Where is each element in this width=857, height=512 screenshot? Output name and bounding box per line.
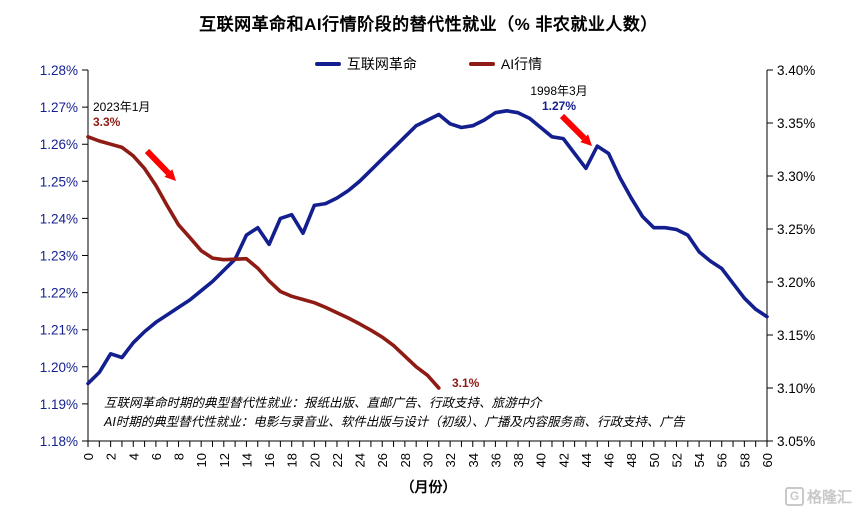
x-axis-title: （月份）	[400, 479, 457, 495]
x-axis-tick-label: 28	[398, 453, 413, 467]
right-axis-tick-label: 3.15%	[777, 328, 815, 343]
right-axis-tick-label: 3.40%	[777, 63, 815, 78]
right-axis-tick-label: 3.35%	[777, 116, 815, 131]
series-line-internet	[86, 109, 769, 386]
legend-item-internet: 互联网革命	[314, 54, 417, 74]
x-axis-tick-label: 56	[715, 453, 730, 467]
x-axis-tick-label: 54	[692, 453, 707, 467]
x-axis-tick-label: 8	[172, 453, 187, 460]
x-axis-tick-label: 0	[81, 453, 96, 460]
x-axis-tick-label: 14	[239, 453, 254, 467]
x-axis-tick-label: 26	[375, 453, 390, 467]
x-axis-tick-label: 50	[647, 453, 662, 467]
x-axis-tick-label: 20	[307, 453, 322, 467]
left-axis-tick-label: 1.23%	[40, 249, 78, 264]
x-axis-tick-label: 12	[217, 453, 232, 467]
annotation-1998-value: 1.27%	[541, 99, 577, 113]
left-axis-tick-label: 1.22%	[40, 286, 78, 301]
x-axis-tick-label: 36	[488, 453, 503, 467]
footnote-internet: 互联网革命时期的典型替代性就业：报纸出版、直邮广告、行政支持、旅游中介	[104, 396, 542, 410]
annotation-2023: 2023年1月 3.3%	[93, 100, 150, 130]
footnotes: 互联网革命时期的典型替代性就业：报纸出版、直邮广告、行政支持、旅游中介 AI时期…	[104, 394, 685, 432]
x-axis-tick-label: 10	[194, 453, 209, 467]
left-axis-tick-label: 1.24%	[40, 211, 78, 226]
left-axis-tick-label: 1.26%	[40, 137, 78, 152]
x-axis-tick-label: 38	[511, 453, 526, 467]
x-axis-tick-label: 52	[669, 453, 684, 467]
x-axis-tick-label: 32	[443, 453, 458, 467]
annotation-2023-value: 3.3%	[93, 115, 121, 129]
legend-label-internet: 互联网革命	[346, 56, 417, 72]
down-trend-arrow-icon-ai	[144, 148, 176, 181]
axes	[82, 69, 773, 447]
x-axis-tick-label: 44	[579, 453, 594, 467]
down-trend-arrow-icon-internet	[559, 113, 592, 146]
left-axis-tick-label: 1.25%	[40, 174, 78, 189]
annotation-1998-date: 1998年3月	[530, 84, 588, 98]
left-axis-tick-label: 1.20%	[40, 360, 78, 375]
x-axis-tick-label: 46	[602, 453, 617, 467]
x-axis-tick-label: 16	[262, 453, 277, 467]
x-axis-tick-label: 2	[104, 453, 119, 460]
x-axis-tick-label: 18	[285, 453, 300, 467]
x-axis-tick-label: 60	[760, 453, 775, 467]
series-line-ai	[86, 135, 441, 390]
x-axis-tick-label: 40	[534, 453, 549, 467]
x-axis-tick-label: 48	[624, 453, 639, 467]
left-axis-tick-label: 1.28%	[40, 63, 78, 78]
x-axis-tick-label: 42	[556, 453, 571, 467]
left-axis-tick-label: 1.27%	[40, 100, 78, 115]
legend: 互联网革命 AI行情	[0, 54, 857, 74]
left-axis-tick-label: 1.19%	[40, 397, 78, 412]
legend-label-ai: AI行情	[500, 56, 543, 72]
ai-line-swatch	[468, 62, 495, 66]
chart-title: 互联网革命和AI行情阶段的替代性就业（% 非农就业人数）	[199, 15, 658, 34]
x-axis-tick-label: 6	[149, 453, 164, 460]
right-axis-tick-label: 3.05%	[777, 434, 815, 449]
x-axis-tick-label: 4	[126, 453, 141, 460]
left-axis-tick-label: 1.18%	[40, 434, 78, 449]
x-axis-tick-label: 22	[330, 453, 345, 467]
left-axis-tick-label: 1.21%	[40, 323, 78, 338]
annotation-2023-date: 2023年1月	[93, 100, 151, 114]
gelonghui-logo: G 格隆汇	[784, 486, 852, 507]
internet-line-swatch	[314, 62, 341, 66]
right-axis-tick-label: 3.20%	[777, 275, 815, 290]
x-axis-tick-label: 30	[421, 453, 436, 467]
right-axis-tick-label: 3.25%	[777, 222, 815, 237]
legend-item-ai: AI行情	[468, 54, 543, 74]
x-axis-tick-label: 24	[353, 453, 368, 467]
right-axis-tick-label: 3.30%	[777, 169, 815, 184]
right-axis-tick-label: 3.10%	[777, 381, 815, 396]
annotation-red-end-value: 3.1%	[452, 376, 480, 390]
gelonghui-g-icon: G	[784, 487, 804, 506]
x-axis-tick-label: 58	[737, 453, 752, 467]
annotation-1998: 1998年3月 1.27%	[503, 84, 615, 114]
gelonghui-text: 格隆汇	[806, 489, 852, 506]
footnote-ai: AI时期的典型替代性就业：电影与录音业、软件出版与设计（初级）、广播及内容服务商…	[104, 415, 685, 429]
x-axis-tick-label: 34	[466, 453, 481, 467]
